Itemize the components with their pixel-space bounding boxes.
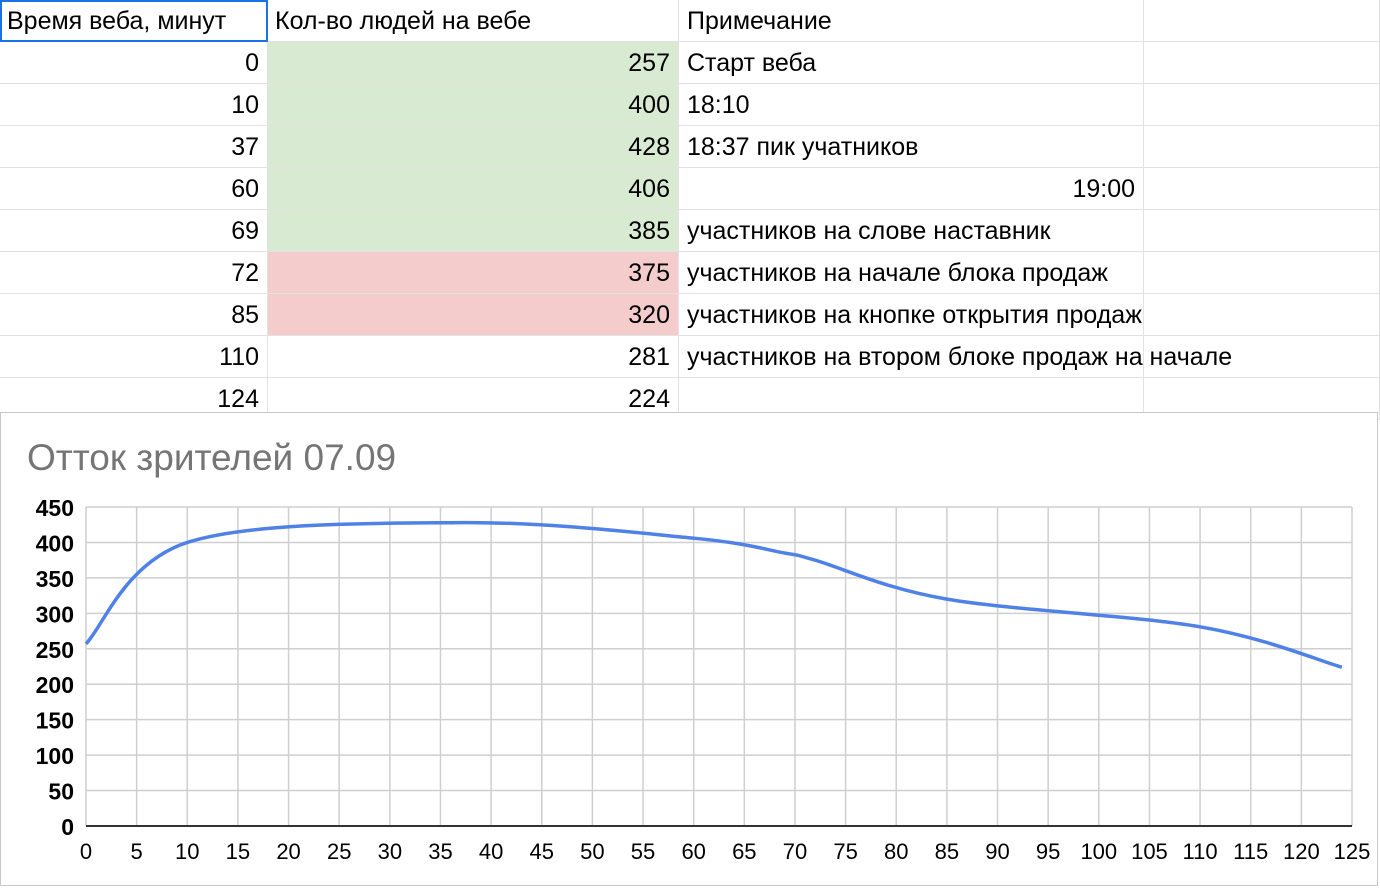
y-tick-label: 450: [36, 495, 74, 521]
cell-note[interactable]: участников на втором блоке продаж на нач…: [679, 336, 1232, 378]
cell-note[interactable]: 19:00: [679, 168, 1144, 210]
cell-count[interactable]: 400: [268, 84, 679, 126]
x-tick-label: 60: [681, 839, 705, 864]
x-tick-label: 35: [428, 839, 452, 864]
x-tick-label: 100: [1080, 839, 1117, 864]
cell-time[interactable]: 10: [0, 84, 268, 126]
cell-time[interactable]: 69: [0, 210, 268, 252]
cell-note[interactable]: 18:10: [679, 84, 1144, 126]
cell-count[interactable]: 385: [268, 210, 679, 252]
cell-time[interactable]: 60: [0, 168, 268, 210]
cell-count[interactable]: 320: [268, 294, 679, 336]
cell-time[interactable]: 0: [0, 42, 268, 84]
x-tick-label: 5: [131, 839, 143, 864]
table-row: 72 375 участников на начале блока продаж: [0, 252, 1380, 294]
y-tick-label: 350: [36, 566, 74, 592]
y-tick-label: 300: [36, 601, 74, 627]
cell-time[interactable]: 37: [0, 126, 268, 168]
y-tick-label: 100: [36, 743, 74, 769]
empty-cell[interactable]: [1144, 126, 1380, 168]
chart[interactable]: Отток зрителей 07.09 0 5 10 15 20 25 30 35 40 45 5…: [0, 412, 1378, 886]
empty-cell[interactable]: [1144, 0, 1380, 42]
x-tick-label: 120: [1283, 839, 1320, 864]
series-line: [84, 520, 1343, 669]
empty-cell[interactable]: [1144, 210, 1380, 252]
header-cell-time[interactable]: Время веба, минут: [0, 0, 268, 42]
header-row: Время веба, минут Кол-во людей на вебе П…: [0, 0, 1380, 42]
x-tick-label: 105: [1131, 839, 1168, 864]
spreadsheet-grid: Время веба, минут Кол-во людей на вебе П…: [0, 0, 1380, 420]
x-tick-label: 20: [276, 839, 300, 864]
empty-cell[interactable]: [1144, 294, 1380, 336]
x-tick-label: 55: [631, 839, 655, 864]
x-tick-label: 110: [1183, 839, 1218, 864]
empty-cell[interactable]: [1144, 336, 1380, 378]
cell-time[interactable]: 85: [0, 294, 268, 336]
y-tick-label: 50: [48, 779, 74, 805]
empty-cell[interactable]: [1144, 168, 1380, 210]
x-tick-label: 90: [985, 839, 1009, 864]
x-tick-label: 0: [80, 839, 92, 864]
cell-time[interactable]: 72: [0, 252, 268, 294]
x-tick-label: 30: [378, 839, 402, 864]
header-cell-note[interactable]: Примечание: [679, 0, 1144, 42]
x-tick-label: 10: [175, 839, 199, 864]
x-tick-label: 80: [884, 839, 908, 864]
x-tick-label: 95: [1036, 839, 1060, 864]
table-row: 110 281 участников на втором блоке продаж …: [0, 336, 1380, 378]
chart-title: Отток зрителей 07.09: [27, 437, 397, 478]
x-tick-label: 15: [226, 839, 250, 864]
table-row: 69 385 участников на слове наставник: [0, 210, 1380, 252]
y-tick-label: 250: [36, 637, 74, 663]
y-tick-label: 150: [36, 708, 74, 734]
x-tick-label: 75: [833, 839, 857, 864]
x-tick-label: 25: [327, 839, 351, 864]
header-cell-count[interactable]: Кол-во людей на вебе: [268, 0, 679, 42]
x-tick-label: 85: [935, 839, 959, 864]
empty-cell[interactable]: [1144, 252, 1380, 294]
x-tick-label: 65: [732, 839, 756, 864]
y-tick-label: 0: [61, 814, 74, 840]
x-tick-label: 40: [479, 839, 503, 864]
cell-note[interactable]: участников на начале блока продаж: [679, 252, 1144, 294]
table-row: 85 320 участников на кнопке открытия прода…: [0, 294, 1380, 336]
table-row: 0 257 Старт веба: [0, 42, 1380, 84]
cell-note[interactable]: 18:37 пик учатников: [679, 126, 1144, 168]
cell-note[interactable]: участников на кнопке открытия продаж: [679, 294, 1144, 336]
cell-note[interactable]: Старт веба: [679, 42, 1144, 84]
y-tick-label: 200: [36, 672, 74, 698]
cell-count[interactable]: 428: [268, 126, 679, 168]
table-row: 60 406 19:00: [0, 168, 1380, 210]
chart-plot: 0 5 10 15 20 25 30 35 40 45 50 55 60 65 70 75 80 85 90 95 10…: [36, 495, 1371, 864]
x-tick-label: 70: [783, 839, 807, 864]
y-tick-label: 400: [36, 530, 74, 556]
cell-time[interactable]: 110: [0, 336, 268, 378]
cell-count[interactable]: 281: [268, 336, 679, 378]
cell-count[interactable]: 406: [268, 168, 679, 210]
x-tick-label: 125: [1334, 839, 1371, 864]
cell-count[interactable]: 375: [268, 252, 679, 294]
empty-cell[interactable]: [1144, 42, 1380, 84]
table-row: 37 428 18:37 пик учатников: [0, 126, 1380, 168]
cell-note[interactable]: участников на слове наставник: [679, 210, 1144, 252]
cell-count[interactable]: 257: [268, 42, 679, 84]
x-tick-label: 115: [1233, 839, 1268, 864]
table-row: 10 400 18:10: [0, 84, 1380, 126]
x-tick-label: 50: [580, 839, 604, 864]
empty-cell[interactable]: [1144, 84, 1380, 126]
x-tick-label: 45: [530, 839, 554, 864]
